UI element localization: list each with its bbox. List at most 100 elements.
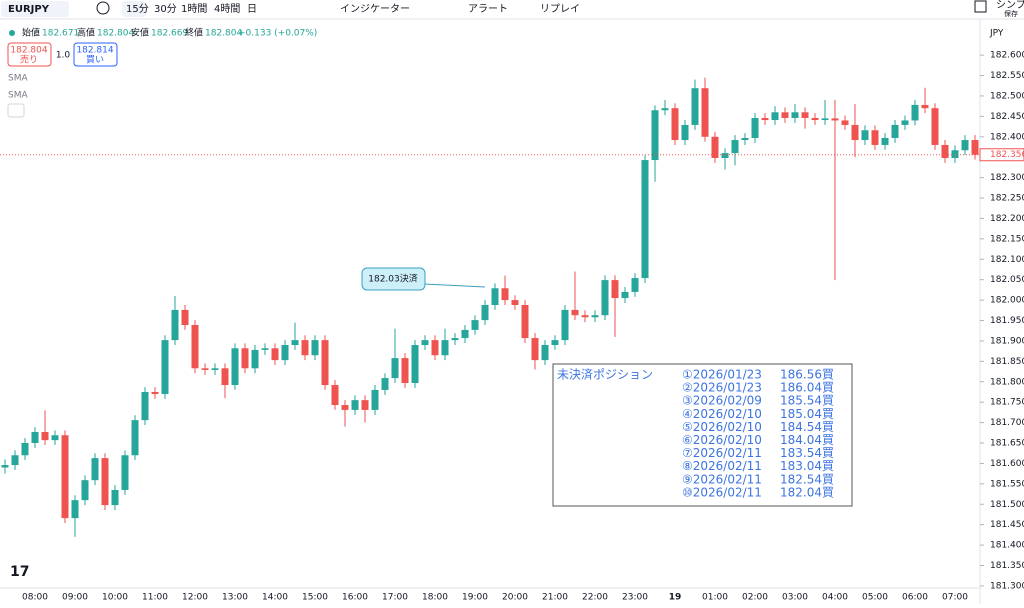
- last-price-box: [979, 148, 1024, 162]
- candle-body: [221, 368, 229, 386]
- x-tick-label: 15:00: [302, 593, 328, 603]
- symbol-box[interactable]: [1, 1, 69, 17]
- x-tick-label: 11:00: [142, 593, 168, 603]
- candle-body: [831, 118, 839, 121]
- ohlc-label: 始値: [22, 27, 40, 39]
- candle-body: [931, 108, 939, 145]
- buy-price[interactable]: 182.814: [76, 46, 113, 56]
- x-tick-label: 14:00: [262, 593, 288, 603]
- interval[interactable]: 1時間: [181, 3, 207, 15]
- y-tick-label: 181.900: [990, 336, 1024, 346]
- candle-body: [301, 340, 309, 356]
- sma-label[interactable]: SMA: [8, 74, 28, 84]
- candle-body: [341, 405, 349, 410]
- alert-button[interactable]: アラート: [468, 3, 508, 15]
- symbol[interactable]: EURJPY: [8, 4, 50, 15]
- candle-body: [281, 345, 289, 361]
- candle-body: [781, 112, 789, 118]
- candle-body: [921, 104, 929, 109]
- y-tick-label: 181.650: [990, 439, 1024, 449]
- sell-button[interactable]: [7, 42, 52, 67]
- y-tick-label: 181.500: [990, 500, 1024, 510]
- candle-body: [771, 112, 779, 121]
- candle-body: [971, 140, 979, 155]
- candle-body: [901, 120, 909, 125]
- candle-body: [671, 108, 679, 141]
- ohlc-label: 高値: [77, 27, 95, 39]
- candle-body: [731, 140, 739, 154]
- x-tick-label: 06:00: [902, 593, 928, 603]
- position-price: 182.04買: [780, 485, 834, 499]
- x-tick-label: 07:00: [942, 593, 968, 603]
- ohlc-value: 182.671: [42, 29, 79, 39]
- interval[interactable]: 15分: [126, 3, 149, 15]
- candle-body: [961, 140, 969, 151]
- candle-body: [751, 117, 759, 139]
- candle-body: [881, 138, 889, 145]
- position-date: ⑨2026/02/11: [682, 472, 762, 486]
- save-label[interactable]: 保存: [1004, 9, 1018, 18]
- candle-body: [541, 345, 549, 361]
- candle-body: [431, 340, 439, 356]
- interval[interactable]: 日: [247, 4, 257, 15]
- last-price-label: 182.356: [990, 150, 1024, 160]
- candle-body: [811, 117, 819, 121]
- x-tick-label: 02:00: [742, 593, 768, 603]
- candle-body: [661, 108, 669, 111]
- candle-body: [381, 378, 389, 390]
- y-tick-label: 182.300: [990, 173, 1024, 183]
- candle-body: [91, 458, 99, 481]
- candle-body: [21, 443, 29, 456]
- candle-body: [171, 309, 179, 341]
- sma-label[interactable]: SMA: [8, 91, 28, 101]
- candle-body: [521, 305, 529, 339]
- quantity[interactable]: 1.0: [56, 51, 71, 61]
- x-tick-label: 23:00: [622, 593, 648, 603]
- candle-body: [371, 389, 379, 410]
- candle-body: [231, 348, 239, 386]
- interval[interactable]: 30分: [154, 3, 177, 15]
- buy-label[interactable]: 買い: [86, 55, 104, 66]
- y-tick-label: 182.400: [990, 132, 1024, 142]
- candle-body: [71, 500, 79, 519]
- buy-button[interactable]: [73, 42, 118, 67]
- candle-body: [891, 124, 899, 139]
- position-date: ②2026/01/23: [682, 381, 762, 395]
- position-price: 185.04買: [780, 407, 834, 421]
- checkbox[interactable]: [974, 0, 987, 13]
- candle-body: [161, 340, 169, 395]
- position-price: 184.04買: [780, 433, 834, 447]
- candle-body: [251, 349, 259, 369]
- currency[interactable]: JPY: [989, 29, 1004, 39]
- sell-label[interactable]: 売り: [20, 54, 38, 66]
- interval[interactable]: 4時間: [214, 3, 240, 15]
- x-tick-label: 20:00: [502, 593, 528, 603]
- ohlc-value: 182.804: [205, 29, 242, 39]
- toolbar: [0, 0, 1024, 19]
- candle-body: [851, 124, 859, 141]
- y-tick-label: 181.700: [990, 418, 1024, 428]
- ohlc-change: +0.133 (+0.07%): [238, 29, 317, 39]
- ohlc-value: 182.669: [151, 29, 188, 39]
- callout-text: 182.03決済: [368, 273, 418, 285]
- collapse-button[interactable]: [7, 103, 25, 118]
- candle-body: [471, 320, 479, 330]
- candle-body: [551, 340, 559, 346]
- candle-body: [451, 338, 459, 341]
- x-tick-label: 12:00: [182, 593, 208, 603]
- indicators-button[interactable]: インジケーター: [340, 3, 410, 15]
- candle-body: [911, 104, 919, 121]
- position-date: ⑧2026/02/11: [682, 459, 762, 473]
- candle-body: [51, 435, 59, 441]
- status-dot: [9, 30, 15, 36]
- simple-label[interactable]: シンプ: [996, 0, 1024, 11]
- y-tick-label: 181.600: [990, 459, 1024, 469]
- y-tick-label: 182.050: [990, 275, 1024, 285]
- replay-button[interactable]: リプレイ: [540, 3, 580, 15]
- add-icon[interactable]: [96, 1, 110, 15]
- candle-body: [941, 144, 949, 159]
- x-tick-label: 08:00: [22, 593, 48, 603]
- sell-price[interactable]: 182.804: [10, 46, 47, 56]
- candle-body: [461, 329, 469, 339]
- x-tick-label: 21:00: [542, 593, 568, 603]
